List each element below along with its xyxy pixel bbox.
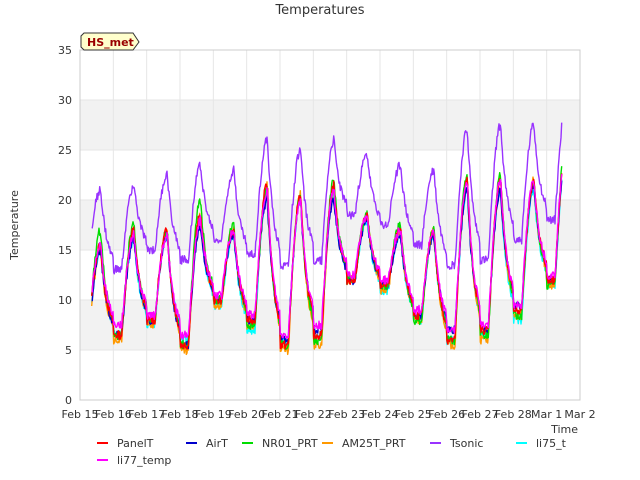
series-lines xyxy=(91,122,563,356)
x-tick-label: Feb 18 xyxy=(162,408,199,421)
x-tick-label: Feb 28 xyxy=(495,408,532,421)
x-tick-label: Mar 2 xyxy=(564,408,595,421)
x-tick-label: Feb 21 xyxy=(262,408,299,421)
y-tick-label: 35 xyxy=(58,44,72,57)
background-band xyxy=(80,300,580,350)
y-tick-label: 25 xyxy=(58,144,72,157)
series-line-li77-temp xyxy=(91,174,563,340)
y-tick-label: 30 xyxy=(58,94,72,107)
legend-item-panelt: PanelT xyxy=(97,437,154,450)
legend-item-li75-t: li75_t xyxy=(516,437,567,450)
y-axis-label: Temperature xyxy=(8,190,21,261)
plot-frame xyxy=(79,49,581,401)
y-tick-label: 0 xyxy=(65,394,72,407)
legend-label: li75_t xyxy=(536,437,567,450)
chart-title: Temperatures xyxy=(274,3,364,18)
legend-label: li77_temp xyxy=(117,454,171,467)
station-badge-label: HS_met xyxy=(87,36,134,49)
legend-label: PanelT xyxy=(117,437,154,450)
x-tick-label: Feb 27 xyxy=(462,408,499,421)
x-tick-label: Feb 26 xyxy=(428,408,465,421)
legend-item-tsonic: Tsonic xyxy=(430,437,483,450)
x-tick-label: Feb 24 xyxy=(362,408,399,421)
legend-item-li77-temp: li77_temp xyxy=(97,454,171,467)
y-tick-label: 20 xyxy=(58,194,72,207)
legend-label: AM25T_PRT xyxy=(342,437,406,450)
legend-label: NR01_PRT xyxy=(262,437,318,450)
x-tick-label: Feb 19 xyxy=(195,408,232,421)
x-tick-label: Feb 15 xyxy=(62,408,99,421)
x-tick-label: Feb 16 xyxy=(95,408,132,421)
series-line-tsonic xyxy=(91,122,563,275)
x-tick-label: Feb 25 xyxy=(395,408,432,421)
background-band xyxy=(80,100,580,150)
legend: PanelT AirT NR01_PRT AM25T_PRT Tsonic li75_tl… xyxy=(97,437,567,467)
station-badge-shape xyxy=(80,32,140,51)
x-tick-label: Feb 20 xyxy=(228,408,265,421)
legend-item-am25t-prt: AM25T_PRT xyxy=(322,437,406,450)
legend-label: AirT xyxy=(206,437,228,450)
y-tick-label: 5 xyxy=(65,344,72,357)
y-axis-ticks: 0 5 10 15 20 25 30 35 xyxy=(58,44,72,407)
x-axis-label: Time xyxy=(550,423,578,436)
y-tick-label: 10 xyxy=(58,294,72,307)
x-tick-label: Feb 22 xyxy=(295,408,332,421)
y-tick-label: 15 xyxy=(58,244,72,257)
x-tick-label: Feb 23 xyxy=(328,408,365,421)
legend-item-airt: AirT xyxy=(186,437,228,450)
station-badge: HS_met xyxy=(80,32,140,51)
legend-item-nr01-prt: NR01_PRT xyxy=(242,437,318,450)
legend-label: Tsonic xyxy=(449,437,483,450)
x-tick-label: Mar 1 xyxy=(531,408,562,421)
x-tick-label: Feb 17 xyxy=(128,408,165,421)
